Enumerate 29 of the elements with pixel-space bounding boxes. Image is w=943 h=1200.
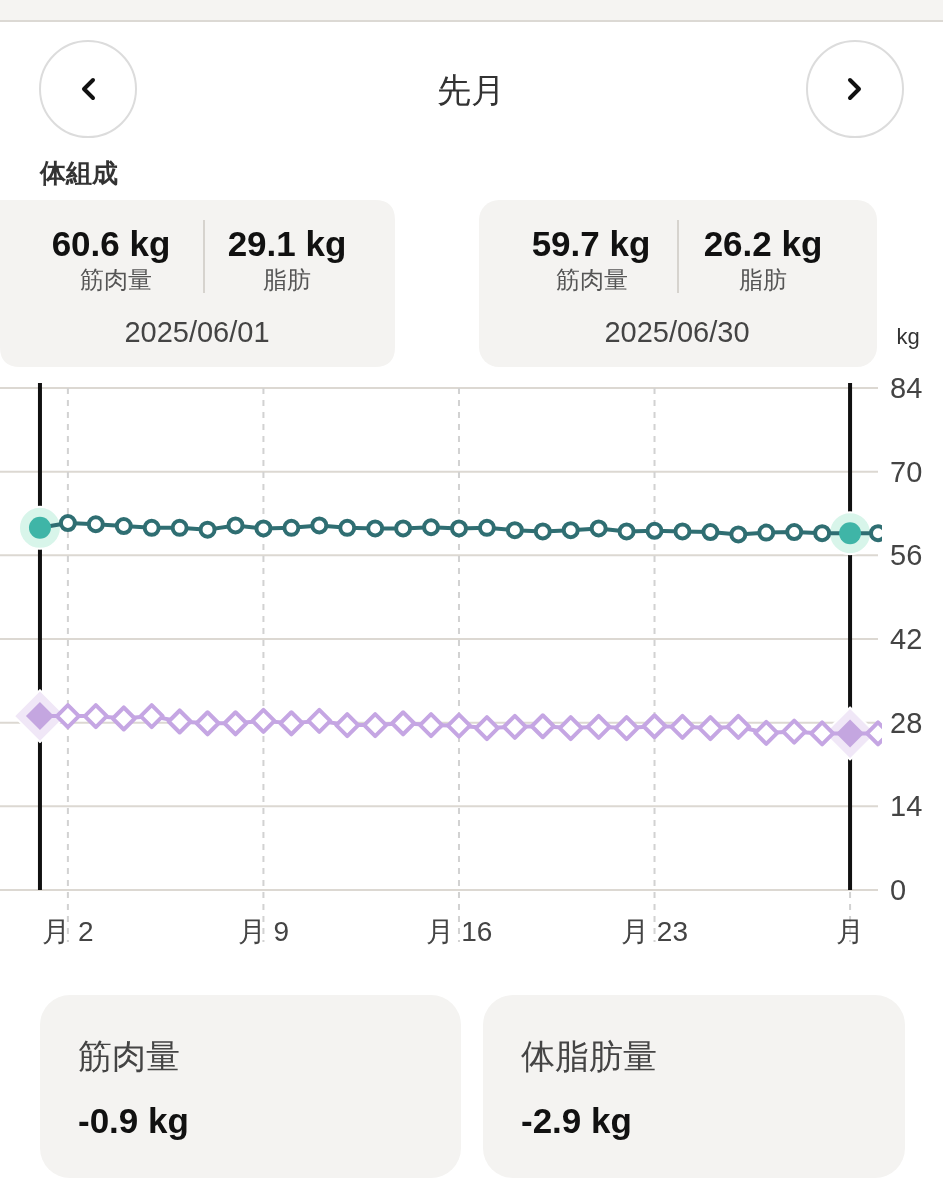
y-tick-label: 42 — [890, 623, 923, 655]
text: 2025/06/01 — [124, 316, 270, 348]
text: -2.9 kg — [521, 1101, 632, 1140]
y-tick-label: 70 — [890, 455, 923, 488]
text: 脂肪 — [263, 266, 311, 293]
text: 2025/06/30 — [604, 316, 750, 348]
text: 脂肪 — [739, 266, 787, 293]
text: 59.7 kg — [531, 224, 651, 263]
chart-title: 先月 — [437, 71, 505, 109]
y-axis-title: kg — [896, 324, 920, 349]
chart-subtitle: 体組成 — [39, 158, 118, 188]
y-tick-label: 14 — [890, 790, 923, 823]
text: 筋肉量 — [80, 266, 152, 293]
text: 26.2 kg — [703, 224, 823, 263]
y-tick-label: 56 — [890, 539, 923, 572]
y-tick-label: 0 — [890, 874, 907, 906]
x-tick-label: 月 — [836, 916, 865, 947]
y-tick-label: 84 — [890, 372, 923, 404]
x-tick-label: 月 23 — [621, 916, 688, 947]
x-tick-label: 月 9 — [237, 916, 290, 947]
text: 29.1 kg — [227, 224, 347, 263]
text: 60.6 kg — [51, 224, 171, 263]
x-tick-label: 月 16 — [425, 916, 493, 947]
text: -0.9 kg — [78, 1101, 189, 1140]
y-tick-label: 28 — [890, 706, 923, 739]
text: 筋肉量 — [78, 1037, 180, 1075]
x-tick-label: 月 2 — [42, 916, 94, 947]
text: 筋肉量 — [556, 266, 628, 293]
text: 体脂肪量 — [521, 1037, 657, 1075]
